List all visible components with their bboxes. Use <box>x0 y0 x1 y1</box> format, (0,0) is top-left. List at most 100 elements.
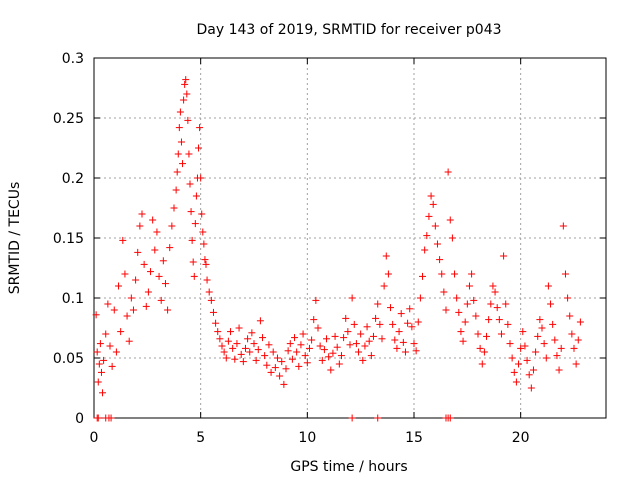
data-point <box>248 329 256 337</box>
data-point <box>529 366 537 374</box>
data-point <box>461 318 469 326</box>
data-point <box>476 344 484 352</box>
data-point <box>397 310 405 318</box>
data-point <box>261 352 269 360</box>
data-point <box>536 316 544 324</box>
data-point <box>196 124 204 132</box>
data-point <box>572 360 580 368</box>
data-point <box>140 260 148 268</box>
data-point <box>468 270 476 278</box>
data-point <box>350 320 358 328</box>
y-tick-label: 0.15 <box>53 231 84 247</box>
x-axis-label: GPS time / hours <box>290 459 407 475</box>
data-point <box>280 380 288 388</box>
data-point <box>174 150 182 158</box>
data-point <box>155 272 163 280</box>
data-point <box>485 316 493 324</box>
data-point <box>310 316 318 324</box>
data-point <box>220 348 228 356</box>
data-point <box>173 168 181 176</box>
data-point <box>384 270 392 278</box>
data-point <box>515 360 523 368</box>
x-tick-label: 5 <box>196 430 205 446</box>
x-tick-label: 10 <box>298 430 316 446</box>
y-tick-label: 0.3 <box>62 51 84 67</box>
data-point <box>100 356 108 364</box>
data-point <box>348 414 356 422</box>
data-point <box>387 304 395 312</box>
data-point <box>293 348 301 356</box>
data-point <box>142 302 150 310</box>
data-point <box>239 358 247 366</box>
data-point <box>202 260 210 268</box>
data-point <box>352 340 360 348</box>
data-point <box>455 308 463 316</box>
data-point <box>472 312 480 320</box>
data-point <box>372 314 380 322</box>
data-point <box>570 344 578 352</box>
data-point <box>183 90 191 98</box>
data-point <box>195 144 203 152</box>
data-point <box>190 272 198 280</box>
data-point <box>376 320 384 328</box>
data-point <box>527 384 535 392</box>
data-point <box>478 360 486 368</box>
data-point <box>184 116 192 124</box>
data-point <box>286 340 294 348</box>
data-point <box>227 328 235 336</box>
data-point <box>344 328 352 336</box>
data-point <box>363 323 371 331</box>
data-point <box>568 330 576 338</box>
data-point <box>359 356 367 364</box>
data-point <box>497 330 505 338</box>
data-point <box>502 300 510 308</box>
data-point <box>153 228 161 236</box>
data-point <box>233 340 241 348</box>
data-point <box>147 268 155 276</box>
data-point <box>491 288 499 296</box>
data-point <box>136 222 144 230</box>
data-point <box>431 222 439 230</box>
data-point <box>374 300 382 308</box>
data-point <box>119 236 127 244</box>
x-tick-label: 20 <box>512 430 530 446</box>
data-point <box>144 288 152 296</box>
data-point <box>404 319 412 327</box>
data-point <box>555 366 563 374</box>
data-point <box>348 294 356 302</box>
data-point <box>421 246 429 254</box>
data-point <box>168 222 176 230</box>
data-point <box>203 276 211 284</box>
data-point <box>278 358 286 366</box>
data-point <box>566 312 574 320</box>
data-point <box>191 220 199 228</box>
data-point <box>517 344 525 352</box>
data-point <box>419 272 427 280</box>
data-point <box>459 337 467 345</box>
data-point <box>465 282 473 290</box>
data-point <box>489 282 497 290</box>
data-point <box>166 244 174 252</box>
data-point <box>187 208 195 216</box>
data-point <box>574 336 582 344</box>
data-point <box>246 348 254 356</box>
data-point <box>493 304 501 312</box>
data-point <box>451 270 459 278</box>
data-point <box>250 340 258 348</box>
data-point <box>380 282 388 290</box>
data-point <box>108 362 116 370</box>
data-point <box>259 334 267 342</box>
data-point <box>444 168 452 176</box>
data-point <box>557 344 565 352</box>
data-point <box>523 356 531 364</box>
data-point <box>273 354 281 362</box>
data-point <box>235 324 243 332</box>
data-point <box>483 332 491 340</box>
data-point <box>303 359 311 367</box>
data-point <box>92 311 100 319</box>
data-point <box>508 354 516 362</box>
data-point <box>436 256 444 264</box>
data-point <box>177 138 185 146</box>
data-point <box>97 368 105 376</box>
data-point <box>107 414 115 422</box>
